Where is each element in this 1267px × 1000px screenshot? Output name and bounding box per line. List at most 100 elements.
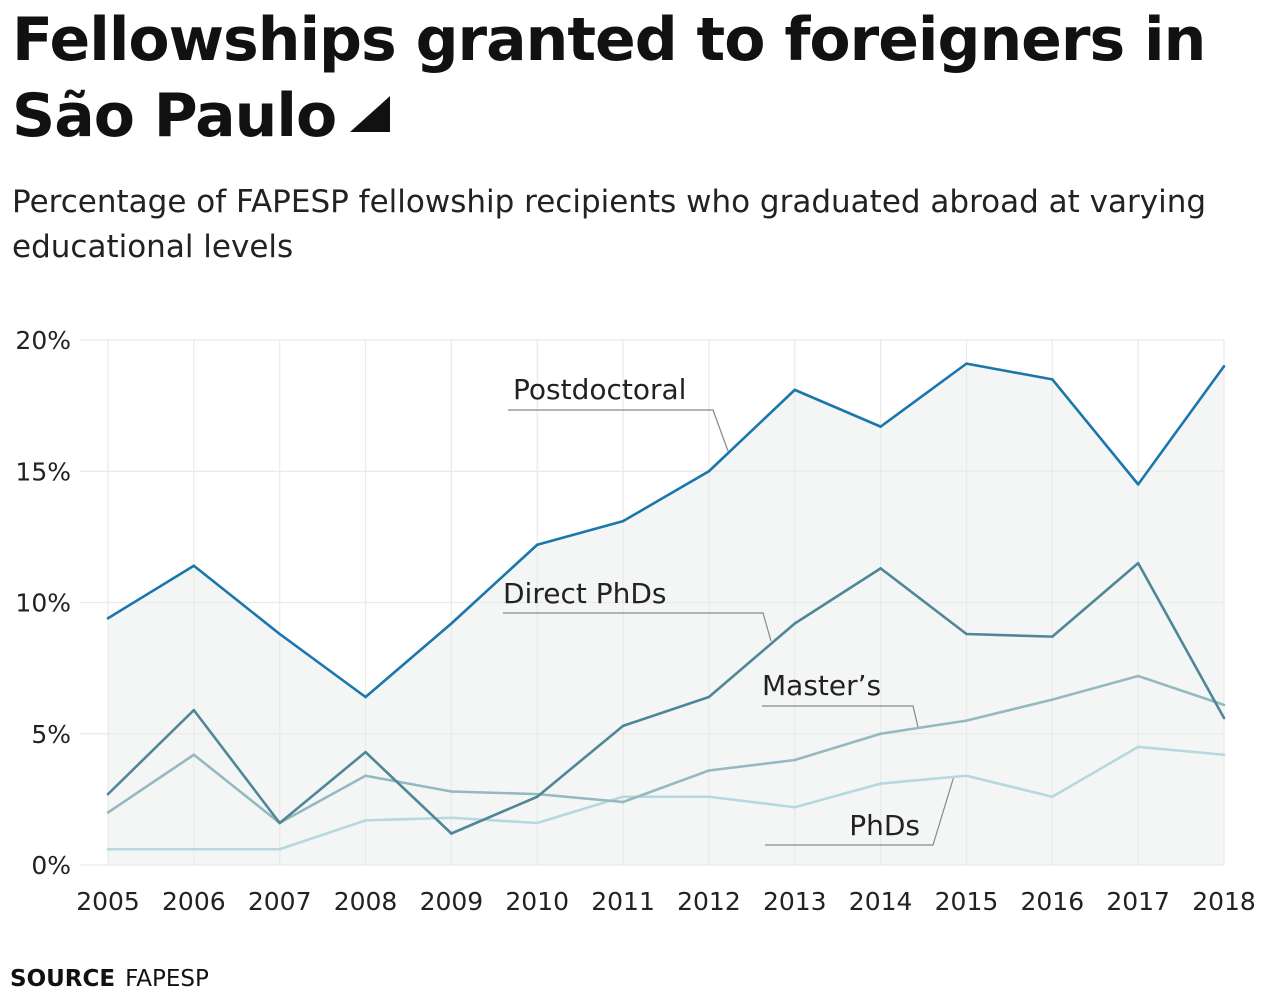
data-point-master-s <box>793 758 797 762</box>
data-point-master-s <box>621 800 625 804</box>
x-tick-label: 2018 <box>1192 887 1256 916</box>
data-point-postdoctoral <box>879 425 882 428</box>
data-point-phds <box>106 847 110 851</box>
chart-subtitle: Percentage of FAPESP fellowship recipien… <box>12 184 1207 265</box>
data-point-postdoctoral <box>1051 378 1054 381</box>
y-tick-label: 20% <box>15 326 71 355</box>
data-point-master-s <box>1136 674 1140 678</box>
data-point-master-s <box>707 769 711 772</box>
series-label-phds: PhDs <box>849 809 920 842</box>
x-tick-label: 2006 <box>162 887 226 916</box>
source-value: FAPESP <box>125 966 209 992</box>
data-point-master-s <box>192 753 196 757</box>
data-point-direct-phds <box>364 750 367 754</box>
data-point-postdoctoral <box>1222 364 1226 368</box>
data-point-postdoctoral <box>106 616 110 620</box>
data-point-direct-phds <box>707 695 711 699</box>
x-tick-label: 2007 <box>248 887 312 916</box>
data-point-direct-phds <box>450 832 453 835</box>
x-axis: 2005 2006 2007 2008 2009 2010 2011 2012 2013 2014… <box>76 887 1256 916</box>
data-point-phds <box>707 795 711 799</box>
data-point-master-s <box>450 790 453 793</box>
data-point-postdoctoral <box>707 469 711 473</box>
y-tick-label: 5% <box>31 720 71 749</box>
source-label: SOURCE <box>10 966 116 992</box>
data-point-phds <box>192 847 196 851</box>
data-point-direct-phds <box>1222 716 1226 720</box>
data-point-direct-phds <box>1051 635 1054 638</box>
x-tick-label: 2011 <box>591 887 655 916</box>
grid-lines <box>80 339 1225 866</box>
data-point-phds <box>965 774 968 778</box>
data-point-direct-phds <box>278 821 281 825</box>
data-point-postdoctoral <box>1136 483 1140 486</box>
series-label-postdoctoral: Postdoctoral <box>513 373 686 406</box>
data-point-direct-phds <box>621 724 625 728</box>
data-point-phds <box>450 816 453 820</box>
x-tick-label: 2017 <box>1106 887 1170 916</box>
x-tick-label: 2008 <box>334 887 398 916</box>
data-point-postdoctoral <box>278 632 281 636</box>
series-lines <box>106 362 1226 851</box>
series-line-master-s <box>107 674 1225 825</box>
data-point-direct-phds <box>535 795 539 799</box>
data-point-master-s <box>1222 703 1226 707</box>
data-point-direct-phds <box>106 792 110 796</box>
data-point-postdoctoral <box>192 564 196 568</box>
data-point-postdoctoral <box>793 388 797 392</box>
data-point-phds <box>364 819 367 822</box>
data-point-phds <box>1136 745 1140 749</box>
data-point-phds <box>879 782 882 785</box>
series-label-direct-phds: Direct PhDs <box>503 577 667 610</box>
y-tick-label: 0% <box>31 851 71 880</box>
data-point-phds <box>278 847 281 851</box>
chart-title-text: Fellowships granted to foreigners in São… <box>12 5 1206 151</box>
data-point-postdoctoral <box>364 695 367 699</box>
series-line-postdoctoral <box>107 362 1226 699</box>
series-line-phds <box>108 745 1225 851</box>
data-point-direct-phds <box>879 567 882 570</box>
data-point-master-s <box>106 811 110 814</box>
leader-line-phds <box>765 775 955 846</box>
x-tick-label: 2016 <box>1020 887 1084 916</box>
data-point-direct-phds <box>192 708 196 712</box>
y-tick-label: 10% <box>15 589 71 618</box>
x-tick-label: 2010 <box>505 887 569 916</box>
data-point-postdoctoral <box>621 519 625 523</box>
triangle-corner-icon <box>350 96 391 132</box>
data-point-phds <box>535 821 539 825</box>
x-tick-label: 2013 <box>763 887 827 916</box>
leader-line-master-s <box>762 705 919 728</box>
leader-line-postdoctoral <box>508 409 729 452</box>
data-point-phds <box>1222 753 1226 757</box>
chart-title: Fellowships granted to foreigners in São… <box>12 2 1252 154</box>
series-label-master-s: Master’s <box>762 669 881 702</box>
y-axis: 0% 5% 10% 15% 20% <box>15 326 71 880</box>
x-tick-label: 2014 <box>849 887 913 916</box>
data-point-phds <box>621 795 625 799</box>
line-chart: 2005 2006 2007 2008 2009 2010 2011 2012 2013 2014… <box>15 326 1256 916</box>
data-point-master-s <box>1051 698 1054 701</box>
x-tick-label: 2005 <box>76 887 140 916</box>
x-tick-label: 2012 <box>677 887 741 916</box>
data-point-direct-phds <box>793 622 797 625</box>
x-tick-label: 2009 <box>420 887 484 916</box>
data-point-phds <box>793 805 797 809</box>
leader-line-direct-phds <box>503 612 772 642</box>
series-label-leaders <box>503 409 955 846</box>
y-tick-label: 15% <box>15 457 71 486</box>
data-point-master-s <box>879 732 882 736</box>
data-point-direct-phds <box>1136 561 1140 565</box>
series-labels: Postdoctoral Direct PhDs Master’s PhDs <box>503 373 920 842</box>
series-line-direct-phds <box>107 561 1226 835</box>
data-point-direct-phds <box>965 632 968 636</box>
data-point-master-s <box>965 719 968 722</box>
data-point-postdoctoral <box>535 543 539 547</box>
x-tick-label: 2015 <box>935 887 999 916</box>
postdoctoral-area <box>108 363 1224 865</box>
data-point-postdoctoral <box>450 622 453 625</box>
data-point-master-s <box>364 774 367 778</box>
data-point-postdoctoral <box>965 362 968 365</box>
source-note: SOURCE FAPESP <box>10 966 209 992</box>
data-point-phds <box>1051 795 1054 799</box>
